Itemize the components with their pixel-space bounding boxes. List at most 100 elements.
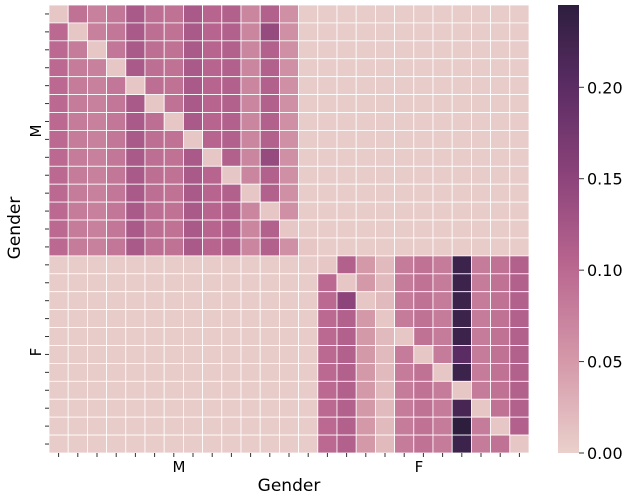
heatmap-cell — [432, 76, 453, 96]
heatmap-cell — [221, 434, 242, 454]
heatmap-cell — [509, 380, 530, 400]
heatmap-cell — [221, 183, 242, 203]
heatmap-cell — [355, 398, 376, 418]
heatmap-cell — [202, 40, 223, 60]
heatmap-cell — [470, 130, 491, 149]
heatmap-cell — [106, 4, 127, 24]
heatmap-cell — [432, 291, 453, 311]
heatmap-cell — [374, 291, 395, 311]
heatmap-cell — [240, 58, 261, 78]
heatmap-cell — [490, 112, 511, 131]
heatmap-cell — [355, 76, 376, 96]
heatmap-cell — [451, 309, 472, 328]
heatmap-cell — [470, 4, 491, 24]
heatmap-cell — [355, 327, 376, 346]
heatmap-cell — [374, 201, 395, 221]
heatmap-cell — [125, 416, 146, 436]
heatmap-cell — [509, 327, 530, 346]
heatmap-cell — [432, 201, 453, 221]
heatmap-cell — [298, 416, 319, 436]
heatmap-cell — [182, 398, 203, 418]
heatmap-cell — [394, 273, 415, 293]
heatmap-cell — [490, 327, 511, 346]
heatmap-cell — [470, 76, 491, 96]
heatmap-cell — [87, 4, 108, 24]
heatmap-cell — [317, 362, 338, 382]
heatmap-cell — [182, 255, 203, 275]
heatmap-cell — [202, 273, 223, 293]
heatmap-cell — [336, 327, 357, 346]
heatmap-cell — [470, 40, 491, 60]
heatmap-cell — [125, 219, 146, 239]
heatmap-cell — [432, 219, 453, 239]
heatmap-cell — [182, 58, 203, 78]
heatmap-cell — [509, 165, 530, 185]
heatmap-cell — [278, 112, 299, 131]
heatmap-cell — [278, 398, 299, 418]
heatmap-cell — [451, 380, 472, 400]
heatmap-cell — [202, 130, 223, 149]
heatmap-cell — [413, 165, 434, 185]
heatmap-cell — [432, 58, 453, 78]
heatmap-cell — [432, 22, 453, 42]
heatmap-cell — [355, 362, 376, 382]
heatmap-cell — [451, 416, 472, 436]
heatmap-cell — [163, 58, 184, 78]
heatmap-cell — [355, 380, 376, 400]
heatmap-cell — [394, 112, 415, 131]
heatmap-cell — [106, 434, 127, 454]
heatmap-cell — [355, 416, 376, 436]
heatmap-cell — [413, 380, 434, 400]
heatmap-cell — [336, 76, 357, 96]
heatmap-cell — [509, 398, 530, 418]
heatmap-cell — [355, 345, 376, 364]
heatmap-cell — [432, 255, 453, 275]
heatmap-cell — [355, 94, 376, 113]
heatmap-cell — [163, 40, 184, 60]
heatmap-cell — [106, 183, 127, 203]
heatmap-cell — [413, 58, 434, 78]
heatmap-cell — [278, 327, 299, 346]
heatmap-cell — [355, 219, 376, 239]
heatmap-cell — [48, 362, 69, 382]
heatmap-cell — [336, 22, 357, 42]
heatmap-cell — [221, 237, 242, 257]
heatmap-cell — [163, 76, 184, 96]
heatmap-cell — [317, 130, 338, 149]
heatmap-cell — [432, 130, 453, 149]
heatmap-cell — [413, 94, 434, 113]
heatmap-cell — [202, 183, 223, 203]
heatmap-cell — [144, 237, 165, 257]
heatmap-cell — [125, 291, 146, 311]
heatmap-cell — [278, 219, 299, 239]
x-group-label-f: F — [415, 458, 424, 476]
heatmap-cell — [394, 380, 415, 400]
heatmap-cell — [87, 237, 108, 257]
heatmap-cell — [221, 273, 242, 293]
heatmap-cell — [336, 183, 357, 203]
heatmap-cell — [374, 434, 395, 454]
heatmap-cell — [490, 219, 511, 239]
heatmap-cell — [490, 94, 511, 113]
heatmap-cell — [87, 362, 108, 382]
colorbar-tick-label: 0.00 — [587, 444, 623, 463]
heatmap-cell — [298, 345, 319, 364]
heatmap-cell — [355, 165, 376, 185]
heatmap-cell — [202, 255, 223, 275]
heatmap-cell — [394, 165, 415, 185]
heatmap-cell — [278, 40, 299, 60]
heatmap-cell — [182, 362, 203, 382]
heatmap-cell — [413, 434, 434, 454]
heatmap-cell — [221, 4, 242, 24]
heatmap-cell — [87, 273, 108, 293]
heatmap-cell — [490, 4, 511, 24]
heatmap-cell — [125, 255, 146, 275]
heatmap-cell — [48, 4, 69, 24]
heatmap-cell — [355, 58, 376, 78]
heatmap-cell — [48, 201, 69, 221]
colorbar-tick-label: 0.05 — [587, 353, 623, 372]
heatmap-cell — [470, 345, 491, 364]
heatmap-cell — [490, 345, 511, 364]
heatmap-cell — [163, 273, 184, 293]
heatmap-cell — [48, 291, 69, 311]
